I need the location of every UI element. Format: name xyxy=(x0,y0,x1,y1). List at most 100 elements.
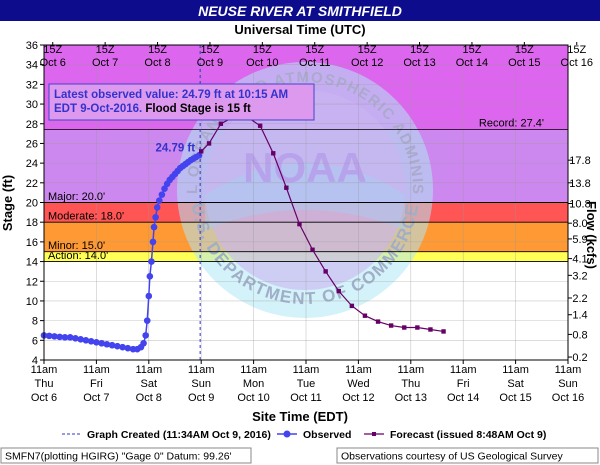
bottom-tick-time: 11am xyxy=(293,364,320,376)
y2-tick-label: 0.2 xyxy=(572,352,587,364)
observed-point xyxy=(146,273,154,280)
observed-point xyxy=(143,317,151,324)
top-tick-date: Oct 11 xyxy=(299,57,331,69)
forecast-point xyxy=(257,123,263,128)
forecast-point xyxy=(199,149,204,154)
observed-point xyxy=(124,344,132,352)
y2-tick-label: 3.2 xyxy=(572,270,587,282)
y2-tick-label: 13.8 xyxy=(569,178,590,190)
observed-point xyxy=(56,333,64,341)
legend-observed-marker xyxy=(283,430,291,438)
top-tick-date: Oct 15 xyxy=(508,57,540,69)
legend-created-label: Graph Created (11:34AM Oct 9, 2016) xyxy=(87,429,271,441)
bottom-tick-time: 11am xyxy=(135,364,162,376)
top-tick-date: Oct 14 xyxy=(456,57,488,69)
y2-tick-label: 1.4 xyxy=(572,310,587,322)
bottom-axis-title: Site Time (EDT) xyxy=(252,409,348,424)
y-tick-label: 22 xyxy=(26,178,38,190)
bottom-tick-weekday: Mon xyxy=(243,378,264,390)
legend-forecast-label: Forecast (issued 8:48AM Oct 9) xyxy=(390,429,546,441)
label-moderate: Moderate: 18.0' xyxy=(48,211,124,223)
y-tick-label: 8 xyxy=(32,316,38,328)
bottom-tick-weekday: Wed xyxy=(347,378,369,390)
y2-tick-label: 8.0 xyxy=(572,218,587,230)
y-tick-label: 12 xyxy=(26,276,38,288)
latest-value-date: EDT 9-Oct-2016. xyxy=(54,103,142,115)
bottom-tick-date: Oct 11 xyxy=(290,392,322,404)
right-axis-ticks: 0.2 0.8 1.4 2.2 3.2 4.1 5.9 8.0 10.8 13.8 17.8 xyxy=(568,155,591,364)
observed-point xyxy=(150,223,158,231)
bottom-tick-weekday: Sat xyxy=(507,378,524,390)
bottom-tick-time: 11am xyxy=(345,364,372,376)
bottom-tick-time: 11am xyxy=(450,364,477,376)
chart-title: NEUSE RIVER AT SMITHFIELD xyxy=(198,3,402,19)
observed-point xyxy=(98,339,105,347)
observed-point xyxy=(158,191,166,198)
forecast-point xyxy=(441,329,446,334)
bottom-tick-date: Oct 10 xyxy=(237,392,269,404)
y2-tick-label: 2.2 xyxy=(572,293,587,305)
bottom-tick-time: 11am xyxy=(555,364,582,376)
bottom-tick-date: Oct 14 xyxy=(447,392,479,404)
bottom-tick-weekday: Thu xyxy=(35,378,54,390)
observed-point xyxy=(61,334,69,341)
y2-tick-label: 4.1 xyxy=(572,254,587,266)
forecast-point xyxy=(336,288,341,294)
y2-tick-label: 0.8 xyxy=(572,329,587,341)
top-tick-hour: 15Z xyxy=(253,44,272,56)
observed-point xyxy=(72,335,79,342)
bottom-tick-weekday: Sat xyxy=(141,378,158,390)
y-tick-label: 6 xyxy=(32,335,38,347)
top-tick-hour: 15Z xyxy=(200,44,219,56)
bottom-tick-time: 11am xyxy=(397,364,424,376)
top-tick-date: Oct 12 xyxy=(351,57,383,69)
y-tick-label: 16 xyxy=(26,237,38,249)
forecast-point xyxy=(271,151,276,156)
bottom-tick-weekday: Tue xyxy=(297,378,316,390)
top-tick-date: Oct 16 xyxy=(561,57,593,69)
legend-forecast-marker xyxy=(372,432,376,436)
forecast-point xyxy=(310,247,315,252)
label-major: Major: 20.0' xyxy=(48,191,105,203)
bottom-axis-ticks: 11am Thu Oct 6 11am Fri Oct 7 11am Sat Oct 8 11am… xyxy=(31,360,584,404)
latest-value-line1: Latest observed value: 24.79 ft at 10:15… xyxy=(54,89,288,101)
y-tick-label: 20 xyxy=(26,198,38,210)
bottom-tick-time: 11am xyxy=(83,364,110,376)
observed-point xyxy=(148,258,155,265)
bottom-tick-weekday: Fri xyxy=(90,378,103,390)
top-tick-date: Oct 10 xyxy=(246,57,278,69)
forecast-point xyxy=(323,269,328,274)
top-tick-date: Oct 9 xyxy=(197,57,223,69)
forecast-point xyxy=(402,325,407,330)
y-tick-label: 4 xyxy=(32,355,38,367)
top-tick-hour: 15Z xyxy=(43,44,62,56)
forecast-point xyxy=(218,121,224,126)
bottom-tick-weekday: Fri xyxy=(457,378,470,390)
bottom-tick-date: Oct 7 xyxy=(83,392,109,404)
y-tick-label: 36 xyxy=(26,40,38,52)
forecast-point xyxy=(428,327,433,332)
bottom-tick-date: Oct 9 xyxy=(188,392,214,404)
legend: Graph Created (11:34AM Oct 9, 2016) Obse… xyxy=(62,429,546,441)
y-tick-label: 28 xyxy=(26,119,38,131)
bottom-tick-date: Oct 16 xyxy=(552,392,584,404)
seal-wave xyxy=(205,162,405,230)
y-tick-label: 18 xyxy=(26,217,38,229)
top-tick-hour: 15Z xyxy=(358,44,377,56)
bottom-tick-weekday: Thu xyxy=(401,378,420,390)
left-axis-ticks: 4 6 8 10 12 14 16 18 20 22 24 26 28 30 32 34 36 xyxy=(26,40,44,367)
observed-point xyxy=(45,332,53,340)
y-tick-label: 14 xyxy=(26,257,38,269)
y-tick-label: 32 xyxy=(26,79,38,91)
bottom-tick-date: Oct 6 xyxy=(31,392,57,404)
observed-point xyxy=(77,336,84,343)
observed-value-label: 24.79 ft xyxy=(155,142,195,154)
top-tick-hour: 15Z xyxy=(305,44,324,56)
top-tick-date: Oct 6 xyxy=(40,57,66,69)
observed-point xyxy=(195,152,203,159)
forecast-point xyxy=(388,323,394,328)
forecast-point xyxy=(206,141,212,146)
footer-left-box xyxy=(0,447,252,464)
observed-point xyxy=(103,340,111,348)
